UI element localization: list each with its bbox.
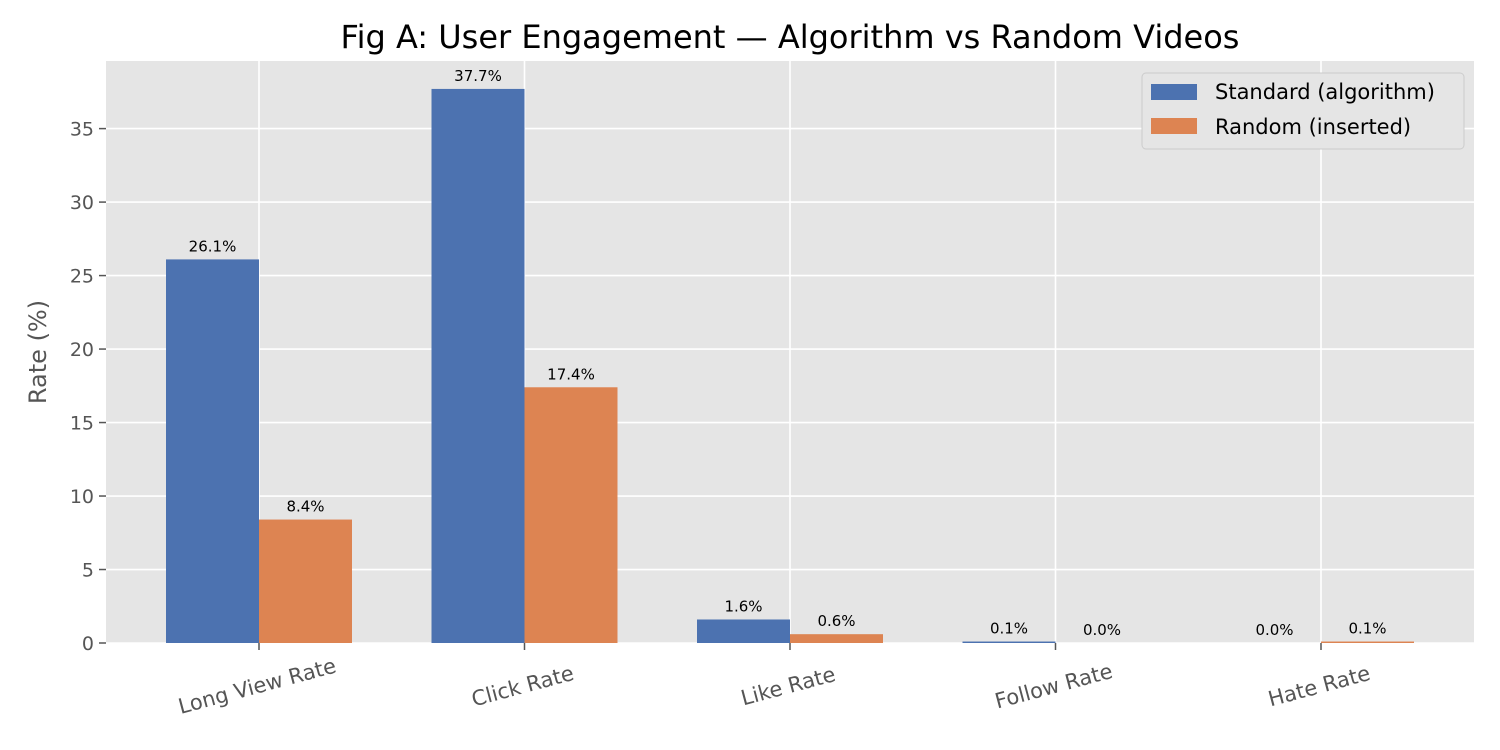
category-label: Hate Rate [1266, 661, 1373, 711]
legend: Standard (algorithm) Random (inserted) [1141, 72, 1465, 150]
y-tick-label: 15 [70, 413, 94, 435]
data-label-standard-2: 1.6% [724, 597, 762, 615]
y-tick-label: 0 [82, 633, 94, 655]
data-label-random-2: 0.6% [817, 612, 855, 630]
bar-standard-3 [962, 641, 1056, 643]
legend-swatch-random [1151, 118, 1197, 134]
data-label-standard-1: 37.7% [454, 67, 502, 85]
data-label-random-1: 17.4% [547, 365, 595, 383]
data-label-standard-0: 26.1% [189, 237, 237, 255]
bar-random-0 [259, 519, 352, 643]
legend-label-random: Random (inserted) [1215, 115, 1411, 139]
bar-standard-2 [697, 619, 790, 643]
y-tick-label: 5 [82, 560, 94, 582]
y-axis: 0 5 10 15 20 25 30 35 [70, 119, 106, 655]
legend-swatch-standard [1151, 84, 1197, 100]
bar-random-1 [524, 387, 618, 643]
data-labels: 26.1% 37.7% 1.6% 0.1% 0.0% 8.4% 17.4% 0.6% 0.0% 0… [189, 67, 1387, 639]
y-tick-label: 20 [70, 339, 94, 361]
y-axis-label: Rate (%) [24, 300, 52, 404]
data-label-standard-4: 0.0% [1255, 621, 1293, 639]
bar-random-2 [790, 634, 883, 643]
y-tick-label: 30 [70, 192, 94, 214]
data-label-random-3: 0.0% [1083, 621, 1121, 639]
category-label: Click Rate [469, 661, 577, 711]
bar-standard-1 [431, 88, 525, 643]
y-tick-label: 35 [70, 119, 94, 141]
bar-random-4 [1321, 641, 1414, 643]
data-label-random-0: 8.4% [286, 498, 324, 516]
legend-label-standard: Standard (algorithm) [1215, 80, 1435, 104]
y-tick-label: 10 [70, 486, 94, 508]
bar-standard-0 [166, 259, 259, 643]
category-label: Follow Rate [992, 659, 1115, 713]
legend-box [1141, 72, 1465, 150]
chart-title: Fig A: User Engagement — Algorithm vs Ra… [341, 18, 1240, 56]
data-label-standard-3: 0.1% [990, 620, 1028, 638]
data-label-random-4: 0.1% [1348, 620, 1386, 638]
y-tick-label: 25 [70, 266, 94, 288]
category-label: Like Rate [738, 662, 838, 710]
x-axis: Long View Rate Click Rate Like Rate Follow … [176, 643, 1373, 719]
category-label: Long View Rate [176, 654, 339, 719]
bars [166, 88, 1414, 643]
